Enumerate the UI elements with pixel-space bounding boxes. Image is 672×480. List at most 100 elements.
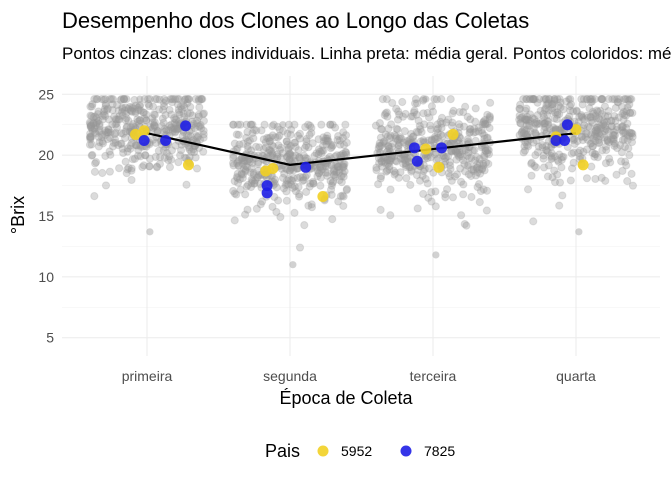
individual-clone-point (602, 145, 611, 155)
individual-clone-point (567, 164, 577, 173)
individual-clone-point (593, 123, 602, 132)
individual-clone-point (233, 120, 243, 129)
individual-clone-point (600, 133, 609, 142)
individual-clone-point (174, 105, 183, 114)
individual-clone-point (577, 112, 586, 121)
individual-clone-point (258, 197, 267, 206)
individual-clone-point (167, 110, 176, 119)
individual-clone-point (464, 160, 474, 169)
individual-clone-point (456, 177, 466, 186)
parent-point-7825 (411, 155, 423, 167)
individual-clone-point (428, 107, 438, 116)
individual-clone-point (123, 165, 132, 174)
individual-clone-point (577, 132, 586, 142)
individual-clone-point (86, 122, 95, 131)
individual-clone-point (243, 180, 253, 190)
individual-clone-point (620, 142, 630, 151)
individual-clone-point (567, 149, 576, 158)
individual-clone-point (617, 148, 626, 157)
individual-clone-point (516, 118, 525, 128)
individual-clone-point (597, 173, 606, 182)
y-tick-label: 15 (38, 208, 54, 224)
individual-clone-point (170, 114, 179, 123)
individual-clone-point (167, 120, 176, 129)
individual-clone-point (522, 95, 531, 104)
individual-clone-point (86, 129, 95, 138)
individual-clone-point (281, 180, 290, 189)
individual-clone-point (566, 176, 575, 185)
individual-clone-point (329, 170, 339, 180)
individual-clone-point (239, 164, 248, 173)
individual-clone-point (111, 138, 120, 147)
individual-clone-point (407, 166, 416, 175)
individual-clone-point (268, 131, 277, 140)
individual-clone-point (119, 148, 128, 158)
individual-clone-point (623, 119, 632, 128)
individual-clone-point (485, 123, 494, 133)
individual-clone-point (119, 95, 128, 104)
individual-clone-point (145, 101, 154, 111)
individual-clone-point (582, 174, 592, 183)
individual-clone-point (161, 110, 170, 120)
individual-clone-point (275, 125, 284, 134)
individual-clone-point (337, 172, 346, 181)
individual-clone-point (587, 116, 596, 125)
individual-clone-point (540, 125, 549, 135)
individual-clone-point (550, 166, 559, 175)
individual-clone-point (419, 109, 428, 118)
individual-clone-point (273, 133, 282, 142)
individual-clone-point (618, 109, 627, 118)
individual-clone-point (565, 95, 573, 103)
individual-clone-point (179, 109, 188, 118)
individual-clone-point (406, 112, 416, 121)
individual-clone-point (124, 163, 133, 173)
individual-clone-point (475, 159, 484, 168)
individual-clone-point (481, 119, 490, 128)
individual-clone-point (427, 188, 436, 197)
individual-clone-point (597, 95, 606, 104)
individual-clone-point (165, 152, 174, 161)
individual-clone-point (463, 134, 473, 144)
individual-clone-point (390, 170, 399, 179)
individual-clone-point (406, 180, 415, 190)
individual-clone-point (184, 95, 193, 104)
individual-clone-point (426, 153, 435, 162)
individual-clone-point (585, 104, 594, 113)
individual-clone-point (547, 153, 557, 162)
y-tick-label: 25 (38, 86, 54, 102)
individual-clone-point (323, 168, 332, 177)
individual-clone-point (400, 127, 409, 136)
individual-clone-point (172, 125, 182, 134)
individual-clone-point (322, 140, 331, 149)
individual-clone-point (114, 140, 123, 150)
individual-clone-point (386, 185, 395, 194)
individual-clone-point (247, 146, 256, 155)
individual-clone-point (128, 104, 138, 113)
individual-clone-point (194, 110, 203, 119)
individual-clone-point (288, 183, 297, 192)
individual-clone-point (300, 221, 309, 230)
individual-clone-point (131, 140, 141, 149)
individual-clone-point (478, 120, 487, 129)
individual-clone-point (335, 136, 344, 145)
individual-clone-point (394, 107, 403, 116)
individual-clone-point (285, 149, 294, 158)
individual-clone-point (91, 158, 101, 167)
individual-clone-point (594, 135, 603, 145)
individual-clone-point (176, 146, 186, 155)
individual-clone-point (171, 141, 180, 150)
individual-clone-point (316, 181, 325, 190)
individual-clone-point (121, 157, 130, 166)
individual-clone-point (460, 160, 469, 169)
individual-clone-point (479, 185, 488, 194)
individual-clone-point (91, 129, 100, 138)
individual-clone-point (132, 141, 142, 150)
individual-clone-point (148, 118, 157, 127)
individual-clone-point (286, 125, 296, 134)
individual-clone-point (186, 102, 195, 112)
individual-clone-point (326, 185, 336, 194)
individual-clone-point (304, 201, 313, 210)
individual-clone-point (557, 163, 566, 172)
individual-clone-point (283, 152, 292, 161)
individual-clone-point (377, 157, 386, 166)
